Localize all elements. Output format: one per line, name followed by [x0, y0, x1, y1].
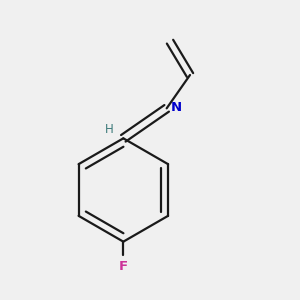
Text: N: N — [171, 101, 182, 114]
Text: H: H — [105, 124, 113, 136]
Text: F: F — [119, 260, 128, 273]
